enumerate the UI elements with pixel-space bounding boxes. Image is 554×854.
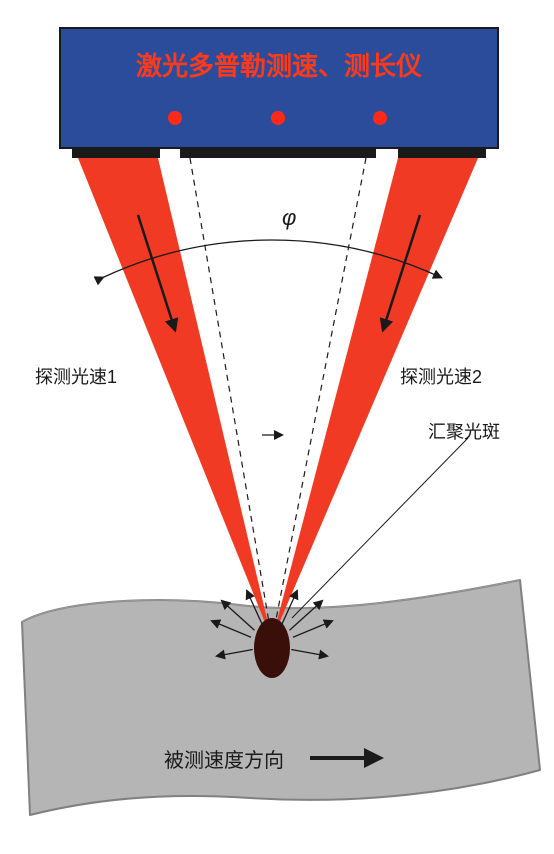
diagram-root: 激光多普勒测速、测长仪 φ 探测光速1 探测光速2 汇聚光斑 被测速度方向: [0, 0, 554, 854]
label-direction: 被测速度方向: [164, 744, 284, 773]
angle-symbol: φ: [282, 205, 296, 231]
label-beam1: 探测光速1: [35, 363, 117, 389]
label-beam2: 探测光速2: [400, 363, 482, 389]
label-spot: 汇聚光斑: [428, 418, 500, 444]
device-title: 激光多普勒测速、测长仪: [60, 46, 498, 83]
